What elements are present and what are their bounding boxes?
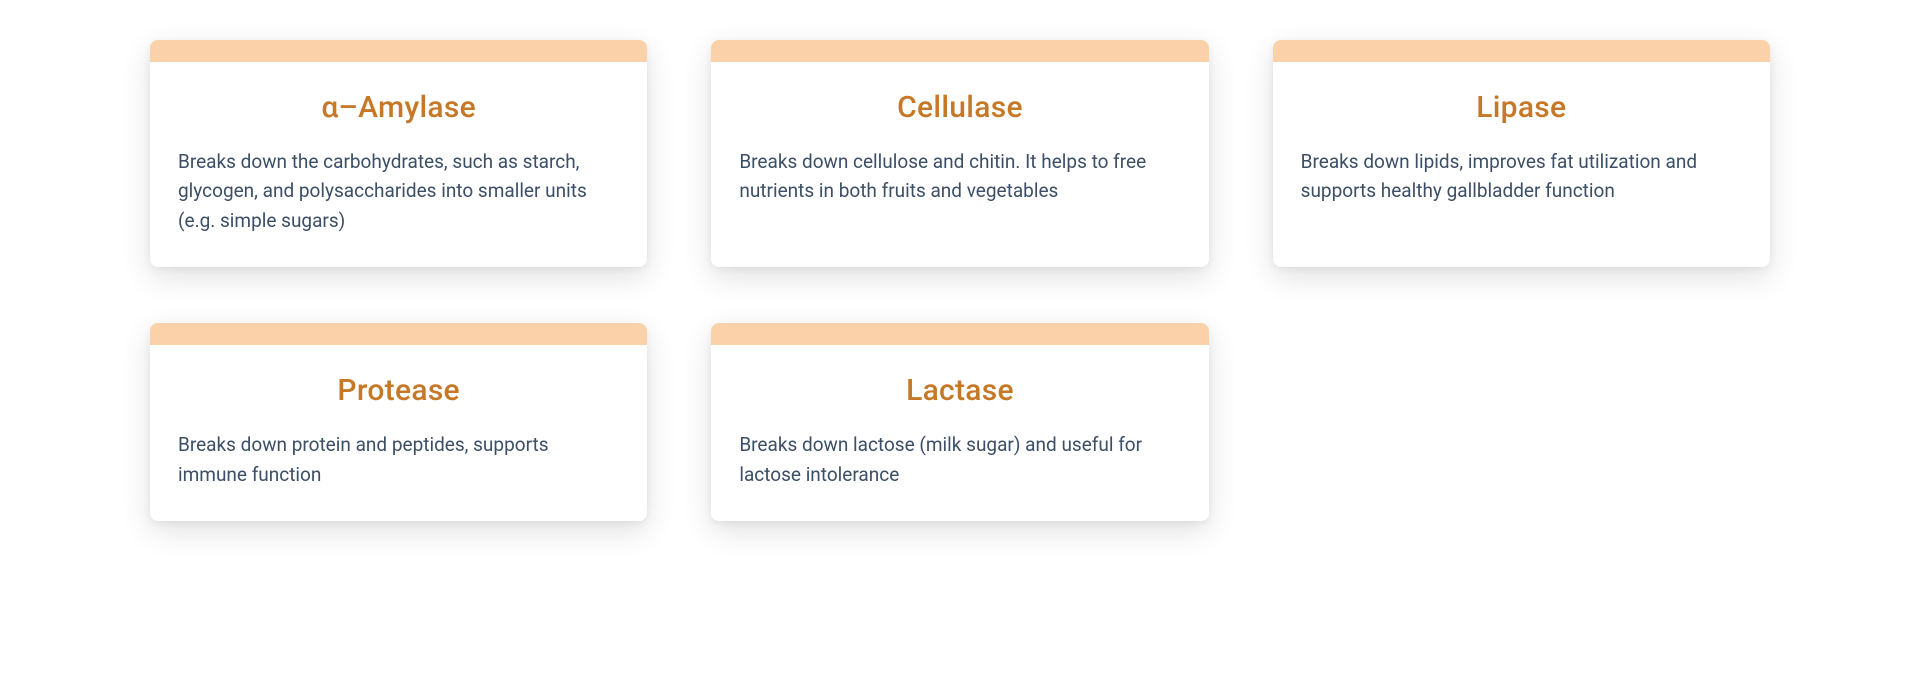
card-body: α–Amylase Breaks down the carbohydrates,… xyxy=(150,62,647,267)
enzyme-card: Cellulase Breaks down cellulose and chit… xyxy=(711,40,1208,267)
card-accent-bar xyxy=(711,323,1208,345)
card-accent-bar xyxy=(150,40,647,62)
enzyme-description: Breaks down lactose (milk sugar) and use… xyxy=(739,430,1180,489)
enzyme-title: Lipase xyxy=(1301,90,1742,125)
enzyme-card: Protease Breaks down protein and peptide… xyxy=(150,323,647,521)
enzyme-description: Breaks down cellulose and chitin. It hel… xyxy=(739,147,1180,206)
card-accent-bar xyxy=(711,40,1208,62)
card-body: Lipase Breaks down lipids, improves fat … xyxy=(1273,62,1770,238)
enzyme-card: α–Amylase Breaks down the carbohydrates,… xyxy=(150,40,647,267)
enzyme-card: Lipase Breaks down lipids, improves fat … xyxy=(1273,40,1770,267)
card-body: Protease Breaks down protein and peptide… xyxy=(150,345,647,521)
enzyme-card-grid: α–Amylase Breaks down the carbohydrates,… xyxy=(150,40,1770,521)
enzyme-description: Breaks down lipids, improves fat utiliza… xyxy=(1301,147,1742,206)
card-accent-bar xyxy=(1273,40,1770,62)
enzyme-card: Lactase Breaks down lactose (milk sugar)… xyxy=(711,323,1208,521)
enzyme-title: α–Amylase xyxy=(178,90,619,125)
enzyme-description: Breaks down the carbohydrates, such as s… xyxy=(178,147,619,235)
card-accent-bar xyxy=(150,323,647,345)
card-body: Lactase Breaks down lactose (milk sugar)… xyxy=(711,345,1208,521)
enzyme-title: Cellulase xyxy=(739,90,1180,125)
card-body: Cellulase Breaks down cellulose and chit… xyxy=(711,62,1208,238)
enzyme-title: Lactase xyxy=(739,373,1180,408)
enzyme-description: Breaks down protein and peptides, suppor… xyxy=(178,430,619,489)
enzyme-title: Protease xyxy=(178,373,619,408)
